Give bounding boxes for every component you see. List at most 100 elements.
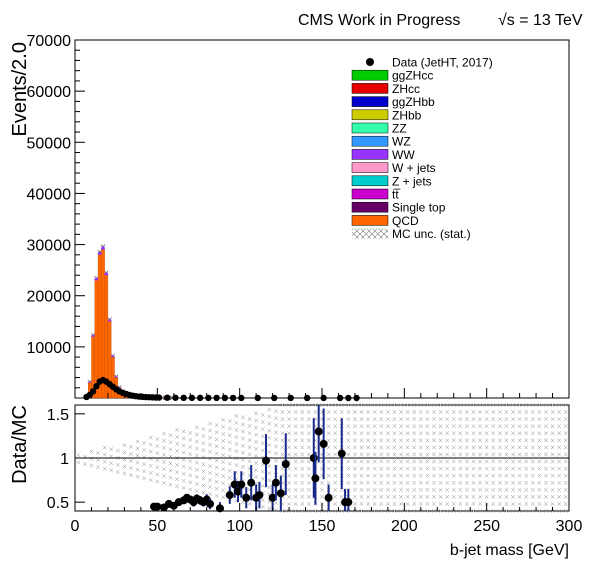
x-tick-label: 0 [71, 518, 80, 535]
data-point [189, 395, 195, 401]
ratio-unc-mark [491, 410, 495, 414]
ratio-unc-mark [538, 502, 542, 506]
ratio-unc-mark [432, 431, 436, 435]
ratio-point [242, 494, 250, 502]
y-tick-label: 40000 [27, 186, 72, 203]
ratio-unc-mark [386, 502, 390, 506]
data-point [238, 395, 244, 401]
ratio-unc-mark [221, 481, 225, 485]
ratio-unc-mark [406, 417, 410, 421]
ratio-unc-mark [254, 468, 258, 472]
ratio-unc-mark [228, 462, 232, 466]
ratio-unc-mark [274, 445, 278, 449]
ratio-point [282, 460, 290, 468]
ratio-unc-mark [300, 446, 304, 450]
ratio-unc-mark [188, 474, 192, 478]
ratio-unc-mark [281, 410, 285, 414]
ratio-unc-mark [544, 446, 548, 450]
ratio-unc-mark [103, 460, 107, 464]
ratio-unc-mark [524, 410, 528, 414]
ratio-unc-mark [505, 431, 509, 435]
ratio-unc-mark [373, 417, 377, 421]
ratio-unc-mark [366, 488, 370, 492]
ratio-unc-mark [399, 439, 403, 443]
ratio-unc-mark [287, 495, 291, 499]
ratio-unc-mark [228, 448, 232, 452]
ratio-unc-mark [254, 454, 258, 458]
ratio-unc-mark [327, 410, 331, 414]
ratio-unc-mark [505, 467, 509, 471]
ratio-unc-mark [281, 453, 285, 457]
ratio-unc-mark [406, 474, 410, 478]
ratio-unc-mark [491, 417, 495, 421]
ratio-unc-mark [564, 446, 568, 450]
ratio-unc-mark [498, 424, 502, 428]
ratio-unc-mark [518, 481, 522, 485]
data-point [304, 395, 310, 401]
ratio-unc-mark [366, 453, 370, 457]
ratio-unc-mark [175, 470, 179, 474]
ratio-point [262, 457, 270, 465]
ratio-unc-mark [412, 446, 416, 450]
ratio-unc-mark [221, 432, 225, 436]
ratio-unc-mark [333, 488, 337, 492]
ratio-unc-mark [505, 481, 509, 485]
ratio-unc-mark [459, 460, 463, 464]
ratio-unc-mark [366, 431, 370, 435]
ratio-unc-mark [524, 460, 528, 464]
ratio-unc-mark [156, 480, 160, 484]
ratio-unc-mark [386, 439, 390, 443]
ratio-unc-mark [459, 424, 463, 428]
ratio-unc-mark [459, 502, 463, 506]
ratio-unc-mark [531, 453, 535, 457]
ratio-unc-mark [379, 453, 383, 457]
ratio-unc-mark [202, 434, 206, 438]
ratio-unc-mark [544, 453, 548, 457]
ratio-unc-mark [116, 449, 120, 453]
ratio-unc-mark [333, 424, 337, 428]
ratio-unc-mark [564, 474, 568, 478]
ratio-unc-mark [142, 462, 146, 466]
y-tick-label: 10000 [27, 340, 72, 357]
ratio-unc-mark [307, 446, 311, 450]
legend-label: Z + jets [392, 174, 432, 188]
ratio-unc-mark [472, 431, 476, 435]
ratio-unc-mark [221, 467, 225, 471]
ratio-unc-mark [294, 446, 298, 450]
ratio-unc-mark [386, 467, 390, 471]
ratio-unc-mark [215, 437, 219, 441]
ratio-unc-mark [465, 502, 469, 506]
ratio-unc-mark [432, 417, 436, 421]
ratio-unc-mark [491, 439, 495, 443]
legend-swatch [352, 163, 388, 173]
ratio-unc-mark [538, 481, 542, 485]
ratio-unc-mark [557, 481, 561, 485]
ratio-unc-mark [538, 460, 542, 464]
ratio-unc-mark [399, 474, 403, 478]
data-point [337, 395, 343, 401]
ratio-unc-mark [386, 460, 390, 464]
ratio-unc-mark [393, 488, 397, 492]
ratio-unc-mark [432, 460, 436, 464]
ratio-unc-mark [228, 427, 232, 431]
ratio-unc-mark [274, 459, 278, 463]
ratio-unc-mark [347, 467, 351, 471]
ratio-unc-mark [538, 495, 542, 499]
ratio-unc-mark [445, 488, 449, 492]
ratio-unc-mark [208, 422, 212, 426]
ratio-unc-mark [472, 474, 476, 478]
ratio-unc-mark [241, 444, 245, 448]
ratio-unc-mark [564, 460, 568, 464]
ratio-unc-mark [406, 495, 410, 499]
ratio-unc-mark [445, 439, 449, 443]
ratio-unc-mark [182, 430, 186, 434]
ratio-unc-mark [333, 410, 337, 414]
ratio-unc-mark [399, 467, 403, 471]
ratio-unc-mark [221, 446, 225, 450]
ratio-unc-mark [307, 495, 311, 499]
main-y-ticks: 10000 20000 30000 40000 50000 60000 70000 [27, 33, 86, 388]
ratio-y-tick-label: 0.5 [47, 495, 69, 512]
ratio-unc-mark [261, 505, 265, 509]
data-point [288, 395, 294, 401]
ratio-unc-mark [307, 417, 311, 421]
